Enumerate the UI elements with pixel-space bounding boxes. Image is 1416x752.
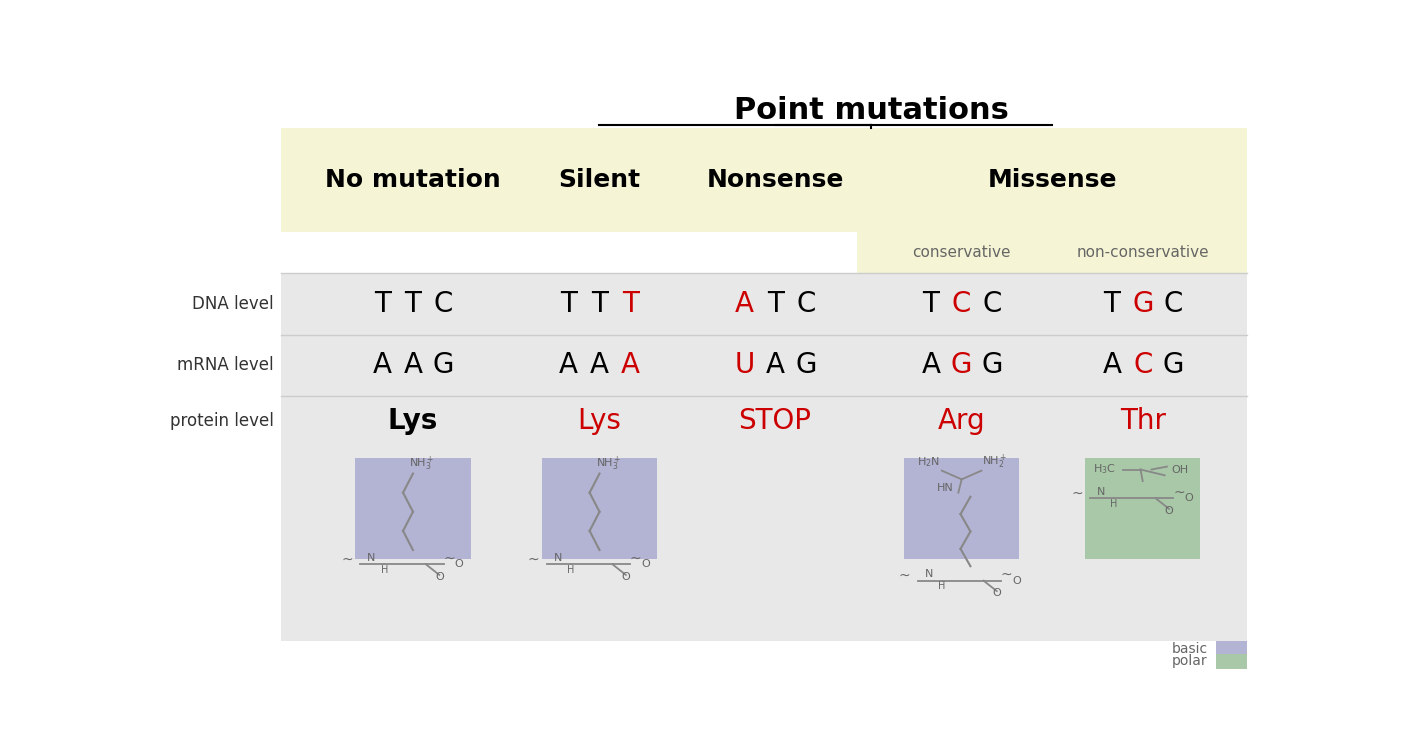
Bar — [542, 458, 657, 559]
Text: A: A — [590, 351, 609, 379]
Text: N: N — [925, 569, 933, 579]
Text: G: G — [952, 351, 973, 379]
Bar — [282, 128, 539, 232]
Text: ~: ~ — [528, 553, 539, 567]
Text: H: H — [939, 581, 946, 592]
Text: ~: ~ — [630, 552, 641, 566]
Text: H: H — [568, 566, 575, 575]
Text: NH$_2^+$: NH$_2^+$ — [981, 453, 1007, 472]
Text: G: G — [1163, 351, 1184, 379]
Text: N: N — [367, 553, 375, 562]
Text: G: G — [433, 351, 455, 379]
Text: T: T — [374, 290, 391, 317]
Text: Arg: Arg — [937, 407, 986, 435]
Text: A: A — [922, 351, 940, 379]
Text: T: T — [405, 290, 422, 317]
Text: C: C — [796, 290, 816, 317]
Text: H$_2$N: H$_2$N — [918, 455, 940, 469]
Text: C: C — [1133, 351, 1153, 379]
Text: Nonsense: Nonsense — [707, 168, 844, 192]
Text: H: H — [1110, 499, 1117, 509]
Text: A: A — [1103, 351, 1121, 379]
Text: T: T — [622, 290, 639, 317]
Text: N: N — [1097, 487, 1106, 496]
Text: T: T — [561, 290, 578, 317]
Text: C: C — [433, 290, 453, 317]
Bar — [282, 273, 1247, 641]
Text: O: O — [455, 559, 463, 569]
Text: non-conservative: non-conservative — [1076, 245, 1209, 260]
Bar — [496, 128, 1247, 232]
Text: T: T — [590, 290, 607, 317]
Text: polar: polar — [1172, 654, 1208, 669]
Bar — [1085, 458, 1201, 559]
Text: protein level: protein level — [170, 412, 273, 430]
Text: C: C — [983, 290, 1003, 317]
Text: conservative: conservative — [912, 245, 1011, 260]
Bar — [1216, 653, 1247, 669]
Text: NH$_3^+$: NH$_3^+$ — [596, 454, 622, 473]
Text: Lys: Lys — [578, 407, 622, 435]
Text: A: A — [404, 351, 422, 379]
Text: T: T — [1103, 290, 1120, 317]
Text: ~: ~ — [1070, 487, 1083, 501]
Bar — [903, 458, 1020, 559]
Text: ~: ~ — [341, 553, 353, 567]
Text: G: G — [981, 351, 1003, 379]
Text: A: A — [620, 351, 640, 379]
Text: O: O — [993, 588, 1001, 599]
Text: O: O — [622, 572, 630, 582]
Text: Lys: Lys — [388, 407, 438, 435]
Text: basic: basic — [1171, 642, 1208, 656]
Text: Point mutations: Point mutations — [733, 96, 1008, 125]
Text: O: O — [1012, 576, 1021, 586]
Text: STOP: STOP — [739, 407, 811, 435]
Text: No mutation: No mutation — [326, 168, 501, 192]
Text: NH$_3^+$: NH$_3^+$ — [409, 454, 435, 473]
Text: A: A — [735, 290, 753, 317]
Text: ~: ~ — [899, 569, 910, 583]
Text: N: N — [554, 553, 562, 562]
Text: H$_3$C: H$_3$C — [1093, 462, 1116, 477]
Text: OH: OH — [1171, 465, 1188, 475]
Text: O: O — [641, 559, 650, 569]
Text: A: A — [766, 351, 784, 379]
Text: O: O — [1165, 506, 1174, 516]
Text: mRNA level: mRNA level — [177, 356, 273, 374]
Text: ~: ~ — [443, 552, 455, 566]
Text: T: T — [922, 290, 939, 317]
Text: ~: ~ — [1172, 486, 1185, 499]
Text: U: U — [735, 351, 755, 379]
Text: Silent: Silent — [558, 168, 640, 192]
Text: A: A — [559, 351, 578, 379]
Text: A: A — [372, 351, 392, 379]
Text: C: C — [1164, 290, 1184, 317]
Text: Thr: Thr — [1120, 407, 1165, 435]
Text: HN: HN — [937, 483, 953, 493]
Text: H: H — [381, 566, 388, 575]
Text: G: G — [796, 351, 817, 379]
Bar — [355, 458, 470, 559]
Text: O: O — [435, 572, 443, 582]
Bar — [858, 232, 1247, 273]
Text: DNA level: DNA level — [193, 295, 273, 313]
Text: T: T — [766, 290, 783, 317]
Text: O: O — [1184, 493, 1194, 503]
Bar — [1216, 641, 1247, 656]
Text: G: G — [1131, 290, 1154, 317]
Text: ~: ~ — [1001, 568, 1012, 582]
Text: Missense: Missense — [987, 168, 1117, 192]
Text: C: C — [952, 290, 971, 317]
